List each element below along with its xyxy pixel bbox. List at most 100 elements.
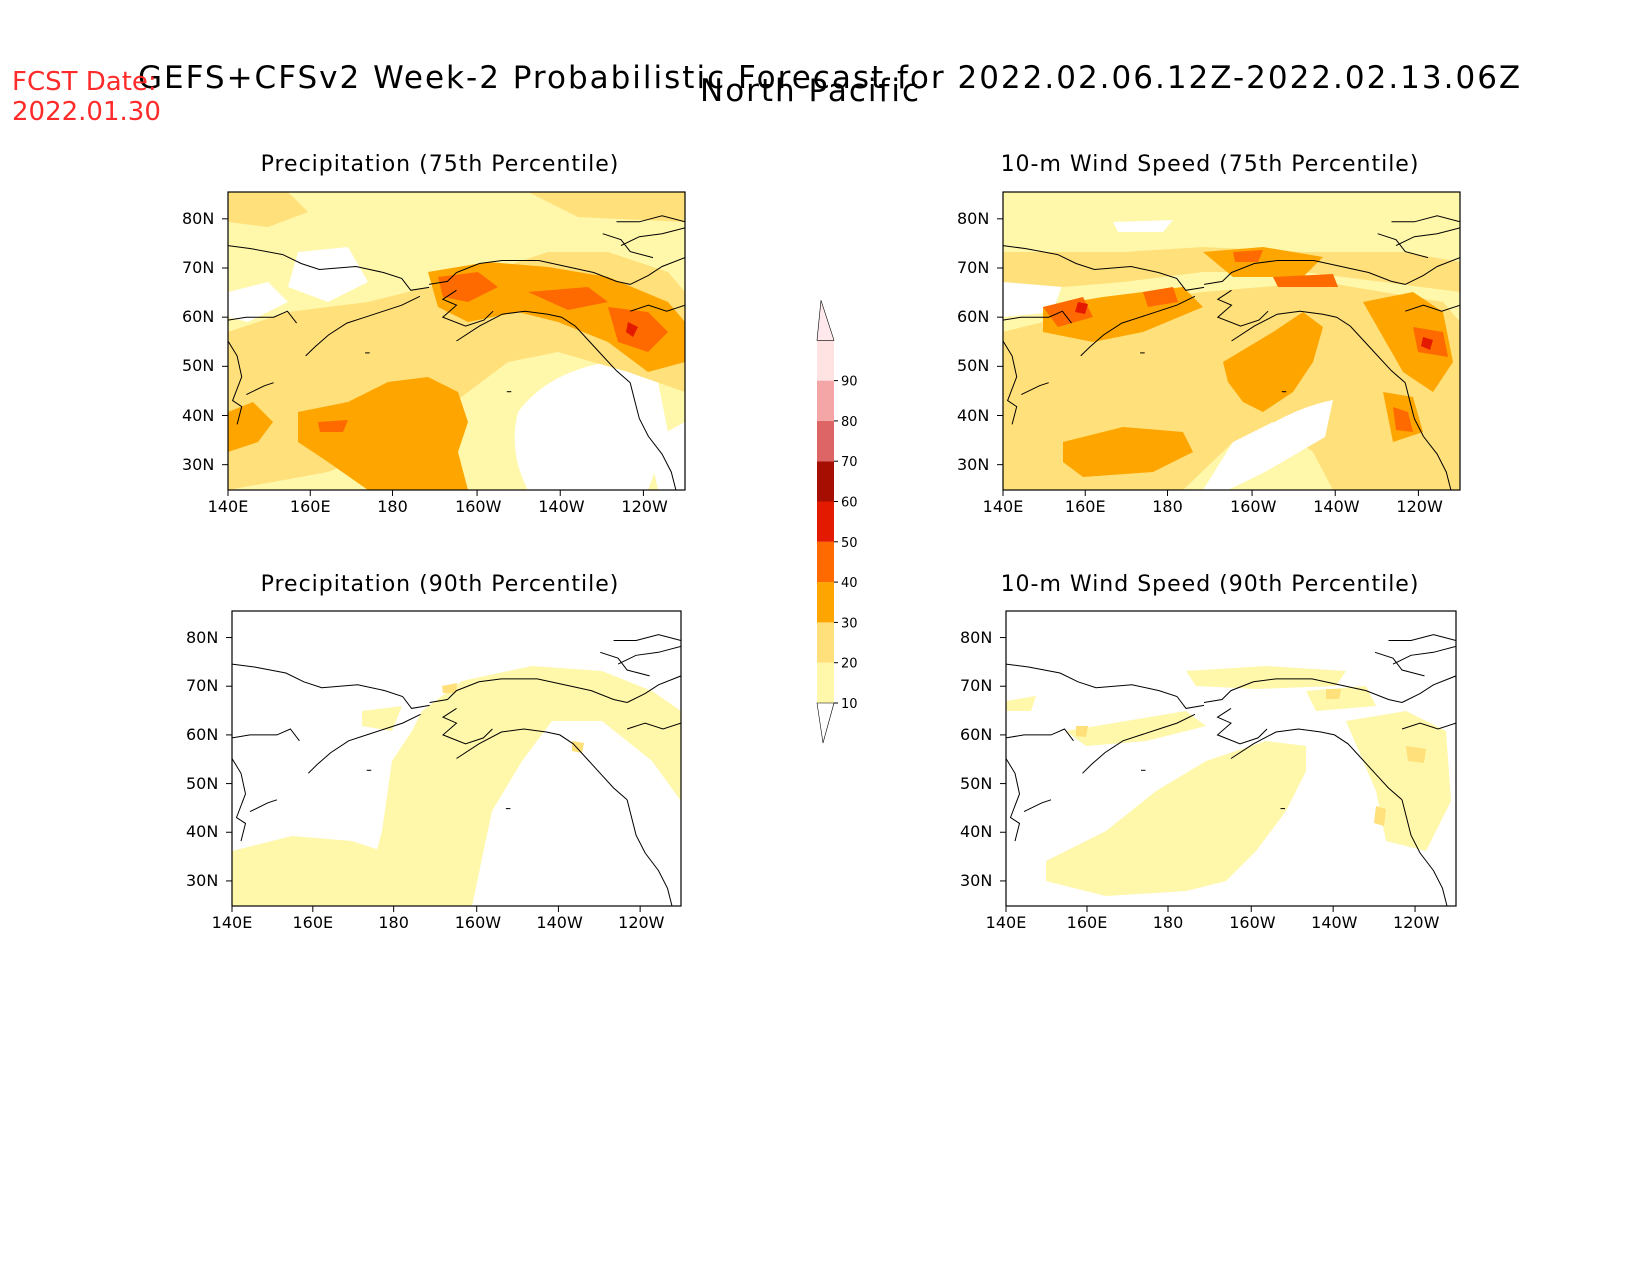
lat-tick-label: 80N <box>182 208 215 228</box>
lat-tick-label: 60N <box>957 307 990 327</box>
lat-tick-label: 30N <box>957 454 990 474</box>
lon-tick-label: 180 <box>1152 497 1183 516</box>
coastline <box>441 289 494 327</box>
lat-tick-label: 50N <box>182 356 215 376</box>
white-region <box>288 247 368 302</box>
lon-tick-label: 160E <box>1064 497 1106 516</box>
fill-c20 <box>1076 726 1088 737</box>
fill-c10 <box>1066 711 1206 746</box>
colorbar-segment-c60 <box>817 461 834 502</box>
colorbar-segment-c40 <box>817 541 834 583</box>
lon-tick-label: 180 <box>377 497 408 516</box>
coastline <box>602 233 654 259</box>
lat-tick-label: 60N <box>182 307 215 327</box>
lon-tick-label: 160E <box>289 497 331 516</box>
coastline <box>1395 227 1460 247</box>
coastline <box>1216 289 1269 327</box>
lat-tick-label: 50N <box>957 356 990 376</box>
lat-tick-label: 40N <box>960 822 993 842</box>
lon-tick-label: 180 <box>1152 913 1184 932</box>
lon-tick-label: 140W <box>1313 497 1360 516</box>
coastline <box>249 799 278 813</box>
coastline <box>307 713 421 774</box>
lon-tick-label: 160E <box>1066 913 1108 932</box>
fill-c20 <box>572 741 584 753</box>
coastline-group-1 <box>1003 215 1460 490</box>
lon-tick-label: 140W <box>536 913 583 932</box>
fill-c30 <box>1223 312 1323 412</box>
colorbar-label: 90 <box>841 375 858 390</box>
lat-tick-label: 50N <box>960 773 993 793</box>
coastline <box>1404 382 1452 490</box>
coastline <box>1003 310 1072 324</box>
lon-tick-label: 160W <box>454 913 502 932</box>
lat-tick-label: 80N <box>960 627 993 647</box>
white-region <box>1113 220 1173 232</box>
coastline <box>626 675 681 703</box>
fill-c20 <box>442 683 457 693</box>
frame-precip90 <box>231 610 682 907</box>
coastline <box>626 799 673 906</box>
coastline <box>629 257 685 285</box>
panel-title-wind90: 10-m Wind Speed (90th Percentile) <box>1000 572 1420 597</box>
lon-tick-label: 120W <box>621 497 668 516</box>
panel-precip90 <box>232 611 681 906</box>
coastline <box>1216 707 1268 745</box>
fill-c10 <box>1046 741 1306 896</box>
coastline <box>1003 340 1018 425</box>
fill-c40 <box>1143 287 1178 307</box>
fill-c20 <box>228 192 308 227</box>
coastline <box>429 678 628 703</box>
coastline <box>1404 257 1460 285</box>
fill-c50 <box>626 322 638 337</box>
lat-tick-label: 50N <box>186 773 219 793</box>
lat-tick-label: 40N <box>182 405 215 425</box>
lat-tick-label: 70N <box>186 676 219 696</box>
coastline <box>1388 634 1456 641</box>
coastline <box>1006 663 1205 709</box>
colorbar-top-triangle <box>816 300 835 341</box>
lon-tick-label: 160W <box>1230 497 1277 516</box>
frame-wind90 <box>1005 610 1457 907</box>
colorbar-bottom-triangle <box>816 702 835 744</box>
fill-c10 <box>1306 686 1376 711</box>
coastline-group-2 <box>232 634 681 906</box>
coastline <box>629 382 677 490</box>
colorbar-label: 20 <box>841 657 858 672</box>
coastline <box>616 215 685 223</box>
coastline-group-0 <box>228 215 685 490</box>
coastline <box>626 722 681 730</box>
fill-c20 <box>1326 689 1341 699</box>
coastline <box>1082 713 1196 774</box>
lat-tick-label: 40N <box>186 822 219 842</box>
lon-tick-label: 140E <box>207 497 249 516</box>
fill-c10 <box>362 666 681 906</box>
lon-tick-label: 120W <box>618 913 665 932</box>
coastline <box>1401 675 1456 703</box>
coastline <box>613 634 681 641</box>
coastline <box>1392 645 1456 665</box>
colorbar-segment-c10 <box>817 662 834 703</box>
coastline <box>617 645 681 665</box>
panel-title-wind75: 10-m Wind Speed (75th Percentile) <box>1000 152 1420 177</box>
panel-title-precip90: Precipitation (90th Percentile) <box>260 572 620 597</box>
lat-tick-label: 60N <box>960 724 993 744</box>
panel-precip75 <box>228 192 685 490</box>
coastline <box>620 227 685 247</box>
coastline <box>1023 799 1052 813</box>
lat-tick-label: 60N <box>186 724 219 744</box>
colorbar-segment-c30 <box>817 582 834 623</box>
colorbar-segment-c50 <box>817 501 834 542</box>
lon-tick-label: 160W <box>455 497 502 516</box>
lon-tick-label: 140W <box>1311 913 1358 932</box>
coastline <box>1377 233 1429 259</box>
coastline <box>1021 382 1049 396</box>
lon-tick-label: 140E <box>211 913 253 932</box>
lon-tick-label: 140E <box>982 497 1024 516</box>
fill-c10 <box>362 706 402 731</box>
fill-c30 <box>298 377 468 490</box>
coastline <box>228 245 430 291</box>
coastline <box>630 304 685 312</box>
coastline <box>1003 245 1205 291</box>
fill-c30 <box>1363 292 1453 392</box>
